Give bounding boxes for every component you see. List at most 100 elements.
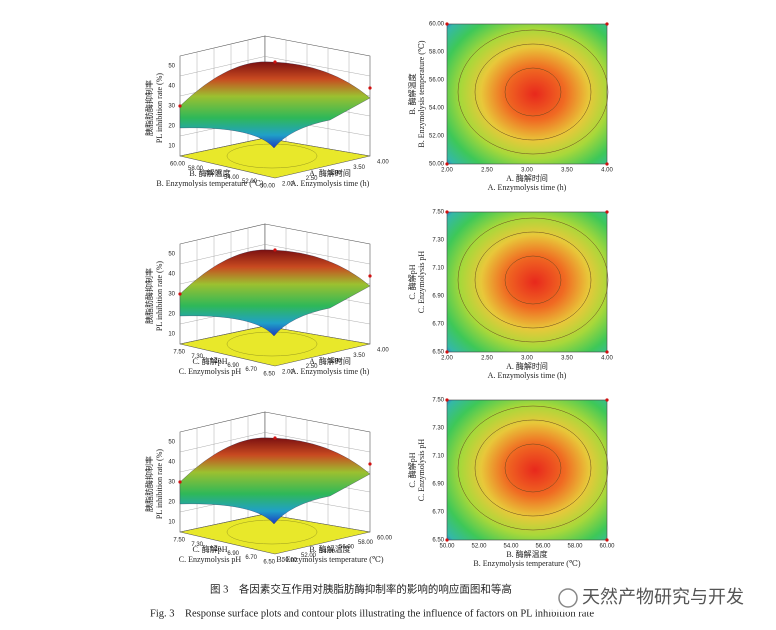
y-tick-label: 7.30 (432, 238, 444, 244)
wall-grid (179, 56, 266, 77)
contour-line (457, 405, 609, 531)
x-tick-label: 3.50 (561, 168, 573, 174)
x-tick-label: 4.00 (377, 160, 389, 166)
y-tick-label: 6.90 (432, 294, 444, 300)
x-axis-label: B. Enzymolysis temperature (℃) (276, 555, 383, 564)
x-tick-label: 60.00 (599, 544, 615, 550)
x-tick-label: 2.50 (306, 364, 318, 370)
y-tick-label: 7.10 (432, 266, 444, 272)
x-tick-label: 3.50 (561, 356, 573, 362)
y-tick-label: 54.00 (429, 106, 445, 112)
design-point (605, 398, 609, 402)
y-tick-label: 56.00 (429, 78, 445, 84)
y-tick-label: 7.30 (432, 426, 444, 432)
z-tick-label: 20 (168, 500, 175, 506)
y-tick-label: 6.70 (245, 367, 257, 373)
x-tick-label: 52.00 (471, 544, 487, 550)
x-tick-label: 60.00 (377, 536, 393, 542)
design-point (445, 22, 449, 26)
design-point (368, 86, 372, 90)
y-tick-label: 7.10 (432, 454, 444, 460)
x-tick-label: 56.00 (535, 544, 551, 550)
y-tick-label: 60.00 (170, 162, 186, 168)
contour-line (457, 217, 609, 343)
y-axis-label: C. 酶解pH (407, 452, 417, 487)
response-surface (179, 249, 371, 337)
y-tick-label: 58.00 (188, 166, 204, 172)
x-tick-label: 4.00 (601, 356, 613, 362)
caption-en: Fig. 3 Response surface plots and contou… (150, 608, 594, 619)
y-axis-label: B. Enzymolysis temperature (℃) (417, 40, 426, 147)
x-tick-label: 4.00 (377, 348, 389, 354)
z-axis-label: 胰脂肪酶抑制率 (144, 268, 154, 324)
x-tick-label: 3.00 (521, 356, 533, 362)
x-tick-label: 54.00 (320, 549, 336, 555)
y-axis-label: C. 酶解pH (192, 544, 227, 554)
x-axis-label: A. 酶解时间 (309, 168, 351, 178)
design-point (605, 22, 609, 26)
x-axis-label: B. 酶解温度 (506, 549, 547, 559)
design-point (273, 436, 277, 440)
x-axis-label: A. 酶解时间 (506, 173, 548, 183)
x-tick-label: 2.00 (441, 168, 453, 174)
x-tick-label: 2.50 (306, 176, 318, 182)
y-axis-label: C. Enzymolysis pH (417, 439, 426, 502)
z-axis-label: PL inhibition rate (%) (155, 261, 164, 331)
x-tick-label: 2.50 (481, 356, 493, 362)
x-tick-label: 4.00 (601, 168, 613, 174)
z-tick-label: 40 (168, 84, 175, 90)
y-tick-label: 6.50 (432, 350, 444, 356)
z-tick-label: 30 (168, 292, 175, 298)
y-tick-label: 6.70 (245, 555, 257, 561)
x-axis-label: A. Enzymolysis time (h) (488, 371, 567, 380)
design-point (445, 350, 449, 354)
z-tick-label: 50 (168, 440, 175, 446)
x-tick-label: 56.00 (339, 544, 355, 550)
y-tick-label: 7.50 (173, 350, 185, 356)
x-tick-label: 52.00 (301, 553, 317, 559)
contour-line (504, 255, 562, 305)
contour-field (446, 399, 608, 541)
z-tick-label: 30 (168, 104, 175, 110)
y-axis-label: C. 酶解pH (192, 356, 227, 366)
z-tick-label: 40 (168, 272, 175, 278)
x-axis-label: A. 酶解时间 (309, 356, 351, 366)
y-tick-label: 7.30 (191, 354, 203, 360)
design-point (605, 538, 609, 542)
z-tick-label: 10 (168, 520, 175, 526)
z-axis-label: 胰脂肪酶抑制率 (144, 80, 154, 136)
x-tick-label: 58.00 (567, 544, 583, 550)
z-tick-label: 10 (168, 144, 175, 150)
y-tick-label: 60.00 (429, 22, 445, 28)
x-axis-label: A. Enzymolysis time (h) (291, 367, 370, 376)
y-tick-label: 6.70 (432, 510, 444, 516)
y-tick-label: 7.50 (432, 398, 444, 404)
y-tick-label: 7.10 (209, 358, 221, 364)
design-point (445, 538, 449, 542)
x-axis-label: A. Enzymolysis time (h) (488, 183, 567, 192)
design-point (605, 210, 609, 214)
contour-line (474, 419, 592, 517)
x-tick-label: 3.50 (353, 353, 365, 359)
x-axis-label: A. 酶解时间 (506, 361, 548, 371)
wall-grid (179, 432, 266, 453)
x-tick-label: 2.00 (441, 356, 453, 362)
floor (179, 325, 371, 367)
y-axis-label: B. Enzymolysis temperature (℃) (156, 179, 263, 188)
z-tick-label: 50 (168, 252, 175, 258)
x-axis-label: B. Enzymolysis temperature (℃) (473, 559, 580, 568)
z-axis-label: PL inhibition rate (%) (155, 449, 164, 519)
x-tick-label: 3.00 (330, 171, 342, 177)
wall-grid (264, 432, 371, 453)
y-tick-label: 7.30 (191, 542, 203, 548)
wall-grid (264, 56, 371, 77)
floor (179, 137, 371, 179)
x-tick-label: 50.00 (439, 544, 455, 550)
design-point (273, 248, 277, 252)
design-point (178, 104, 182, 108)
y-tick-label: 6.90 (432, 482, 444, 488)
y-tick-label: 7.50 (173, 538, 185, 544)
z-axis-label: 胰脂肪酶抑制率 (144, 456, 154, 512)
wall-grid (179, 244, 266, 265)
